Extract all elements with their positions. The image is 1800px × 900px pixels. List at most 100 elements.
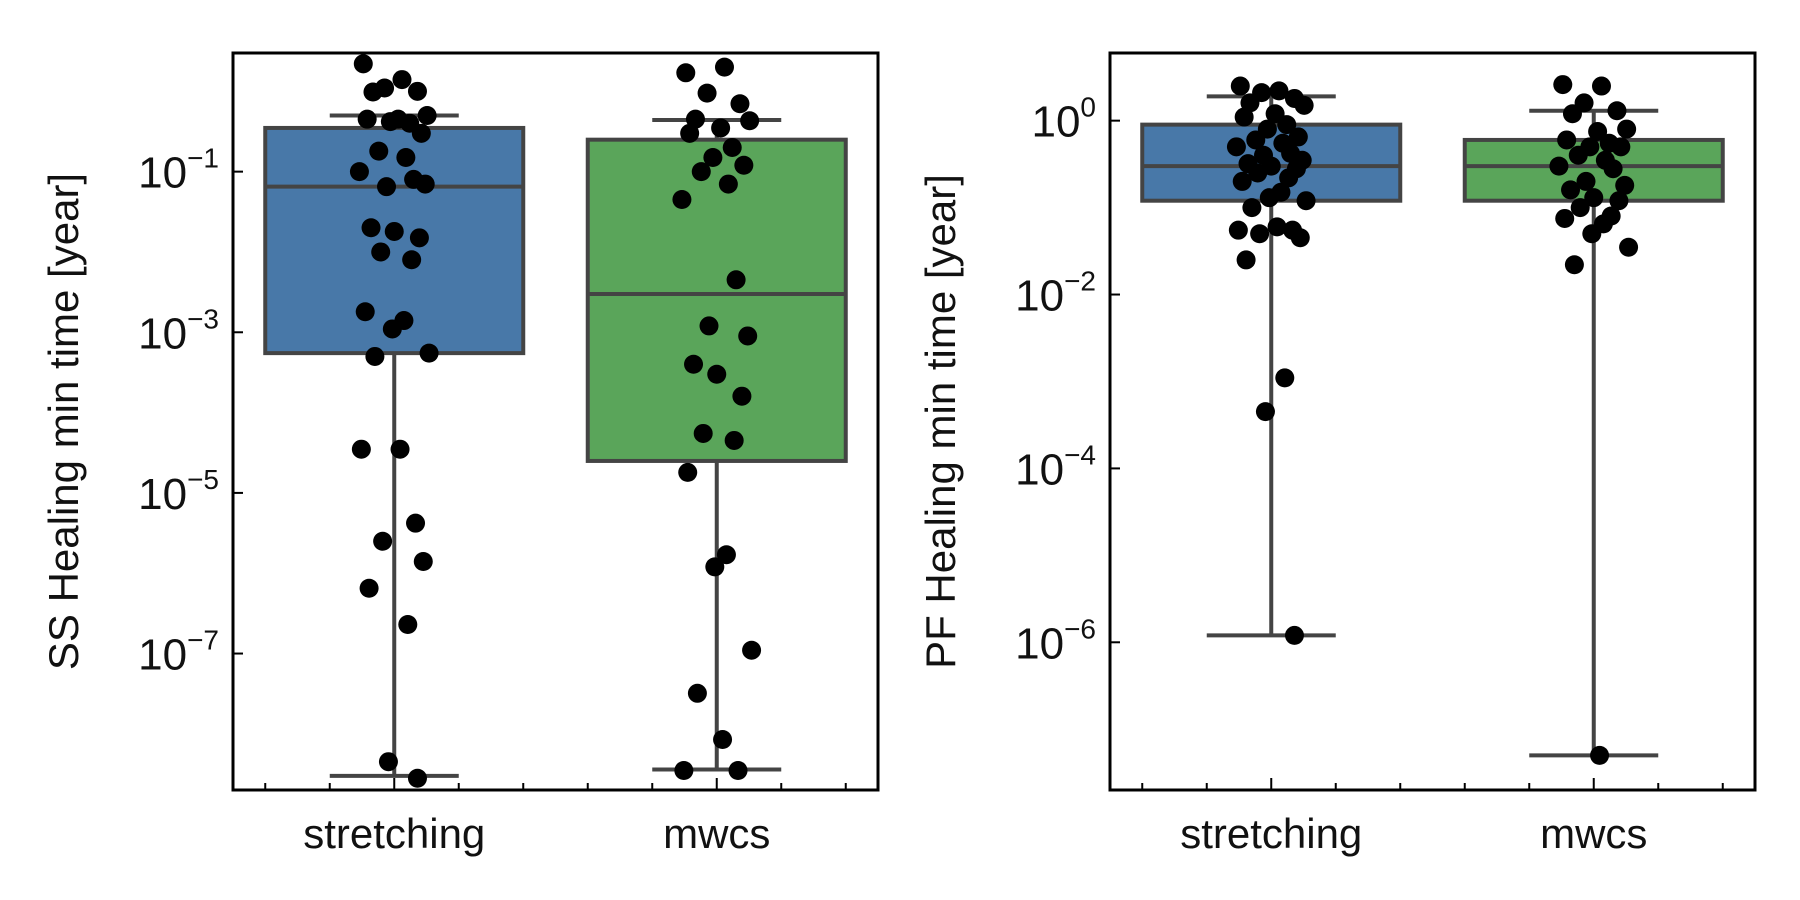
data-point [693,423,713,443]
y-tick-label: 100 [1031,92,1096,147]
y-axis-label: SS Healing min time [year] [40,173,87,670]
data-point [371,242,391,262]
data-point [707,364,727,384]
y-tick-label: 10−6 [1015,613,1096,668]
x-tick-label: stretching [303,810,485,857]
data-point [380,112,400,132]
y-tick-label: 10−5 [138,464,219,519]
chart-panel-2: 100 10−2 10−4 10−6 stretching mwcs PF Healing … [917,51,1757,857]
data-point [1275,368,1295,388]
data-point [415,174,435,194]
data-point [384,221,404,241]
data-point [382,319,402,339]
data-point [699,316,719,336]
y-axis-label: PF Healing min time [year] [917,174,964,669]
data-point [705,557,725,577]
data-point [742,640,762,660]
data-point [359,578,379,598]
data-point [1603,159,1623,179]
y-tick-label: 10−7 [138,625,219,680]
data-point [411,123,431,143]
data-point [718,174,738,194]
data-point [714,57,734,77]
data-point [407,81,427,101]
data-point [680,123,700,143]
data-point [1617,119,1637,139]
data-point [373,531,393,551]
data-point [691,162,711,182]
data-point [728,760,748,780]
data-point [1564,255,1584,275]
data-point [1568,145,1588,165]
data-point [1611,137,1631,157]
data-point [351,439,371,459]
data-point [740,111,760,131]
data-point [349,162,369,182]
data-point [357,109,377,129]
data-point [1277,115,1297,135]
data-point [1230,76,1250,96]
y-tick-label: 10−4 [1015,439,1096,494]
data-point [1609,191,1629,211]
data-point [1615,175,1635,195]
data-point [738,326,758,346]
data-point [407,768,427,788]
data-point [413,551,433,571]
data-point [1250,224,1270,244]
data-point [684,354,704,374]
data-point [678,462,698,482]
data-point [363,82,383,102]
data-point [687,683,707,703]
data-point [406,513,426,533]
data-point [1267,217,1287,237]
data-point [1290,228,1310,248]
data-point [417,105,437,125]
data-point [1226,137,1246,157]
data-point [1555,208,1575,228]
plot-frame [1108,51,1757,792]
data-point [377,177,397,197]
data-point [1619,237,1639,257]
y-tick-label: 10−2 [1015,266,1096,321]
x-tick-label: stretching [1180,810,1362,857]
data-point [402,250,422,270]
data-point [734,155,754,175]
data-point [390,439,410,459]
data-point [396,147,416,167]
data-point [361,218,381,238]
data-point [674,760,694,780]
data-point [419,343,439,363]
data-point [1248,163,1268,183]
data-point [703,147,723,167]
data-point [1279,168,1299,188]
data-point [365,346,385,366]
data-point [711,118,731,138]
data-point [1288,127,1308,147]
y-tick-label: 10−1 [138,143,219,198]
data-point [724,430,744,450]
data-point [353,54,373,74]
data-point [1255,402,1275,422]
data-point [1242,198,1262,218]
plot-frame [231,51,880,792]
data-point [697,83,717,103]
data-point [1228,220,1248,240]
chart-panel-1: 10−1 10−3 10−5 10−7 stretching mwcs SS Healing… [40,51,880,857]
y-tick-label: 10−3 [138,303,219,358]
x-tick-label: mwcs [663,810,770,857]
data-point [726,270,746,290]
x-tick-label: mwcs [1540,810,1647,857]
data-point [398,614,418,634]
data-point [1584,188,1604,208]
data-point [716,545,736,565]
data-point [1236,250,1256,270]
data-point [722,137,742,157]
data-point [1294,95,1314,115]
data-point [1557,130,1577,150]
data-point [1284,625,1304,645]
data-point [730,94,750,114]
data-point [1561,180,1581,200]
data-point [1582,224,1602,244]
data-point [409,228,429,248]
data-point [1553,75,1573,95]
